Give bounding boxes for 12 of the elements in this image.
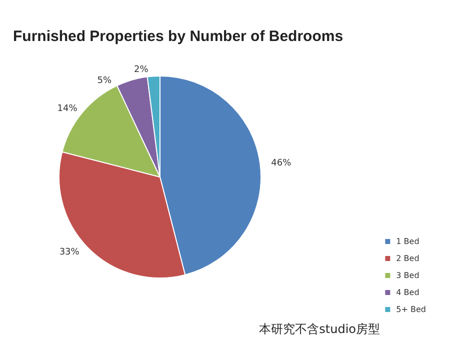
data-label: 46% xyxy=(271,158,292,169)
data-label: 14% xyxy=(57,104,78,114)
legend-label: 3 Bed xyxy=(396,271,420,280)
data-label: 33% xyxy=(59,248,80,258)
chart-title: Furnished Properties by Number of Bedrooms xyxy=(13,28,344,45)
data-label: 5% xyxy=(97,76,112,86)
data-label: 2% xyxy=(134,65,149,76)
legend-label: 1 Bed xyxy=(396,237,420,246)
legend-label: 4 Bed xyxy=(396,288,420,297)
legend-label: 2 Bed xyxy=(396,254,420,263)
legend-label: 5+ Bed xyxy=(396,305,426,314)
text: 本研究不含studio房型 xyxy=(259,322,380,336)
